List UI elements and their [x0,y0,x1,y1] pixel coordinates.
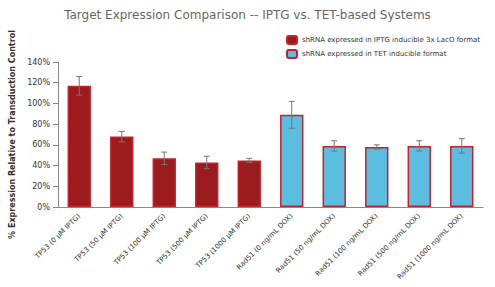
svg-text:% Expression Relative to Trans: % Expression Relative to Transduction Co… [8,30,17,239]
svg-text:Rad51 (1000 ng/mL DOX): Rad51 (1000 ng/mL DOX) [396,212,465,281]
svg-text:TP53 (500 µM IPTG): TP53 (500 µM IPTG) [155,212,210,267]
svg-text:20%: 20% [32,182,50,191]
svg-text:TP53 (100 µM IPTG): TP53 (100 µM IPTG) [112,212,168,267]
svg-text:TP53 (0 µM IPTG): TP53 (0 µM IPTG) [33,212,82,261]
svg-text:40%: 40% [32,161,50,170]
svg-text:Target Expression Comparison -: Target Expression Comparison -- IPTG vs.… [63,8,431,22]
svg-text:140%: 140% [27,58,50,67]
svg-text:120%: 120% [27,78,50,87]
svg-text:Rad51 (0 ng/mL DOX): Rad51 (0 ng/mL DOX) [235,212,295,272]
svg-text:60%: 60% [32,140,50,149]
svg-text:shRNA expressed in IPTG induci: shRNA expressed in IPTG inducible 3x Lac… [302,36,480,44]
svg-text:Rad51 (500 ng/mL DOX): Rad51 (500 ng/mL DOX) [356,212,423,278]
svg-text:Rad51 (100 ng/mL DOX): Rad51 (100 ng/mL DOX) [313,212,380,278]
svg-text:Rad51 (50 ng/mL DOX): Rad51 (50 ng/mL DOX) [274,212,338,275]
svg-text:100%: 100% [27,99,50,108]
svg-text:0%: 0% [37,203,50,212]
svg-text:TP53 (1000 µM IPTG): TP53 (1000 µM IPTG) [194,212,253,270]
svg-text:shRNA expressed in TET inducib: shRNA expressed in TET inducible format [302,50,447,58]
svg-text:TP53 (50 µM IPTG): TP53 (50 µM IPTG) [73,212,125,264]
svg-text:80%: 80% [32,120,50,129]
